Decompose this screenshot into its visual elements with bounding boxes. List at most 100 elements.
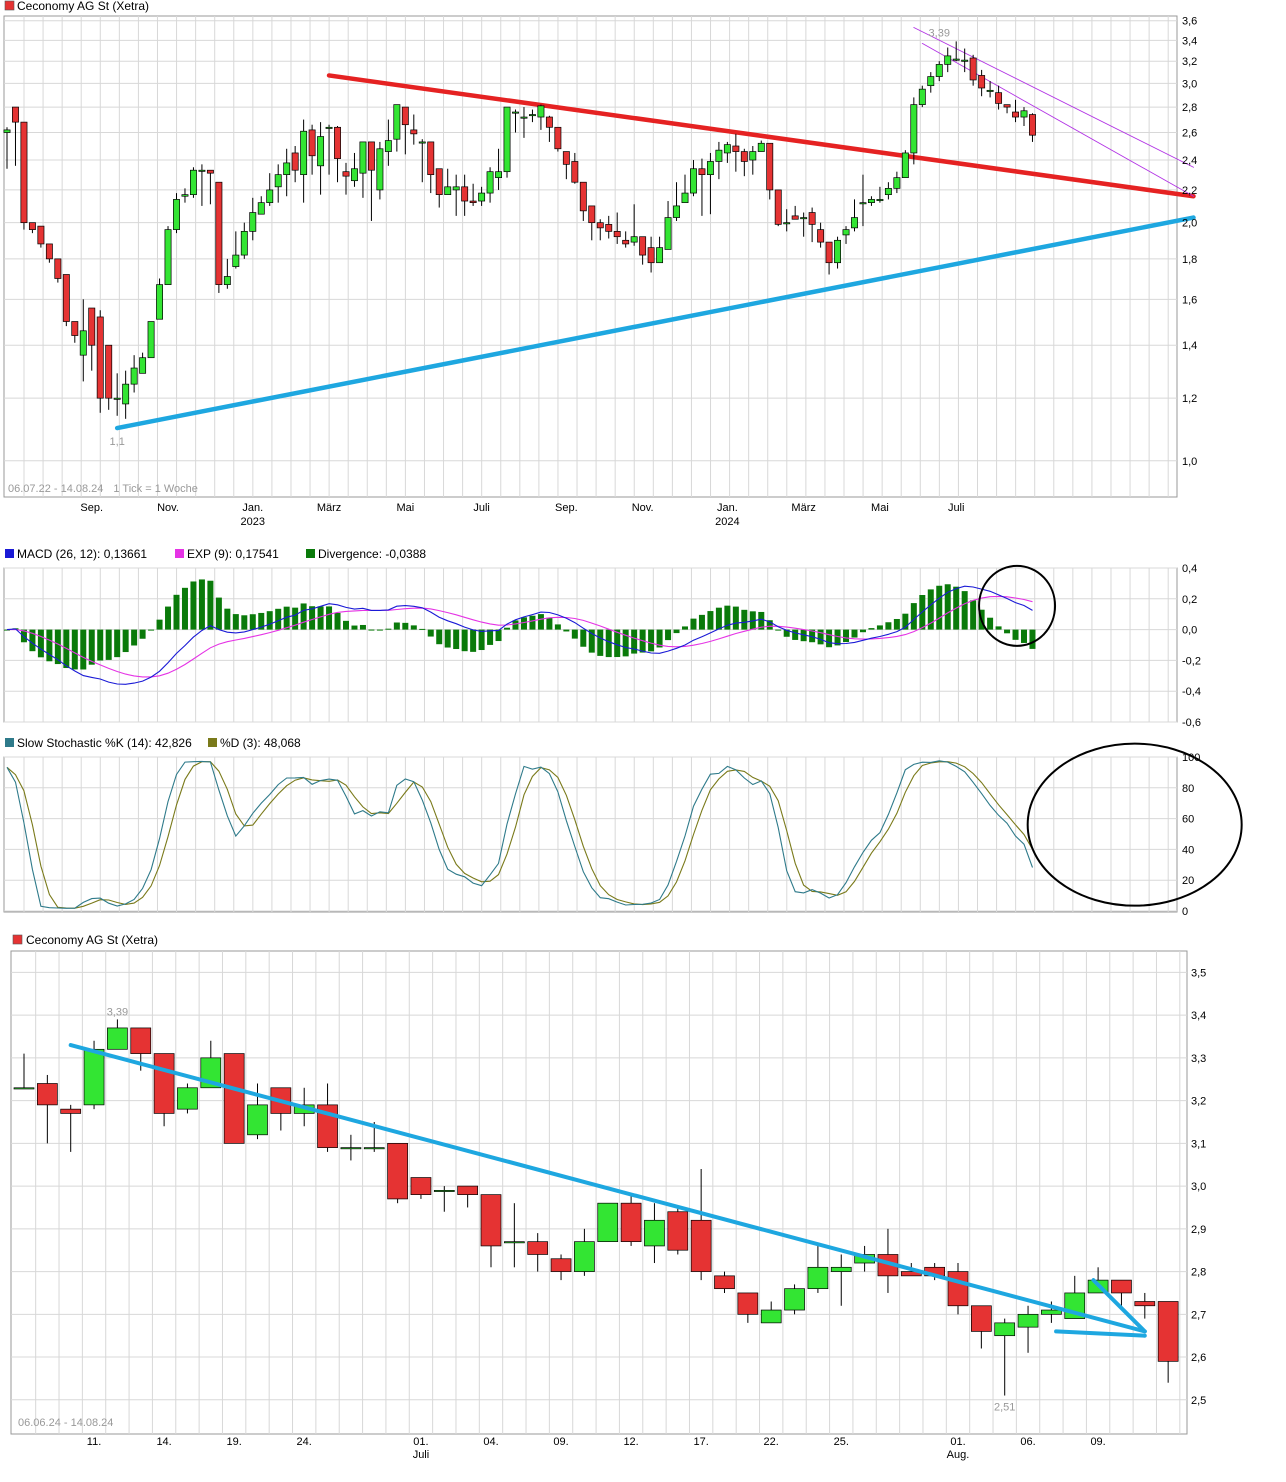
y-tick-label: 3,6 xyxy=(1182,16,1197,28)
daily-candle xyxy=(550,1254,572,1281)
detail-y-tick-label: 3,3 xyxy=(1191,1053,1206,1065)
stoch-plot-frame xyxy=(3,756,1178,913)
divergence-bar xyxy=(300,603,307,630)
x-tick-label: Mai xyxy=(871,502,889,514)
x-tick-label: Jan. xyxy=(717,502,738,514)
weekly-candle xyxy=(901,150,909,179)
weekly-candle xyxy=(206,169,214,205)
daily-candle xyxy=(60,1104,82,1152)
weekly-candle xyxy=(952,41,960,62)
trendline-channel-upper xyxy=(921,42,1194,197)
weekly-candle xyxy=(893,171,901,194)
weekly-candle xyxy=(783,209,791,232)
weekly-candle xyxy=(139,352,147,374)
divergence-bar xyxy=(453,629,460,650)
macd-chart: MACD (26, 12): 0,13661 EXP (9): 0,17541 … xyxy=(3,547,1201,729)
weekly-candle xyxy=(156,278,163,320)
weekly-candle xyxy=(927,72,935,93)
divergence-bar xyxy=(580,629,587,647)
detail-y-tick-label: 3,5 xyxy=(1191,967,1206,979)
divergence-bar xyxy=(868,628,875,630)
weekly-candle xyxy=(274,164,282,203)
detail-legend-swatch xyxy=(12,934,23,945)
weekly-candle xyxy=(512,109,519,133)
weekly-candle xyxy=(698,158,706,216)
divergence-bar xyxy=(4,629,10,631)
stoch-y-tick-label: 20 xyxy=(1182,875,1194,887)
detail-date-range: 06.06.24 - 14.08.24 xyxy=(18,1417,113,1429)
divergence-bar xyxy=(970,600,977,630)
x-tick-label: Juli xyxy=(473,502,490,514)
detail-y-tick-label: 3,0 xyxy=(1191,1181,1206,1193)
stoch-y-tick-label: 0 xyxy=(1182,906,1188,918)
macd-legend-label: MACD (26, 12): 0,13661 xyxy=(17,547,147,561)
daily-candle xyxy=(994,1318,1016,1396)
divergence-bar xyxy=(461,629,468,652)
weekly-candle xyxy=(435,168,443,208)
weekly-candle xyxy=(105,344,113,410)
weekly-candle xyxy=(300,119,308,203)
y-tick-label: 2,4 xyxy=(1182,155,1197,167)
stochastic-chart: Slow Stochastic %K (14): 42,826 %D (3): … xyxy=(3,736,1243,918)
weekly-candle xyxy=(969,54,977,86)
weekly-candle xyxy=(317,122,325,195)
y-tick-label: 3,2 xyxy=(1182,56,1197,68)
divergence-bar xyxy=(114,629,121,658)
daily-candle xyxy=(457,1185,478,1208)
divergence-bar xyxy=(283,606,290,630)
divergence-bar xyxy=(343,620,349,630)
stoch-y-tick-label: 100 xyxy=(1182,752,1200,764)
weekly-candle xyxy=(283,148,291,197)
weekly-candle xyxy=(986,81,994,98)
divergence-bar xyxy=(698,614,705,630)
weekly-candle xyxy=(452,174,460,216)
detail-x-tick-label: 01. xyxy=(950,1436,965,1448)
weekly-candle xyxy=(605,215,613,239)
daily-candle xyxy=(620,1194,642,1246)
divergence-bar xyxy=(656,629,663,648)
detail-chart-title: Ceconomy AG St (Xetra) xyxy=(26,933,158,947)
detail-y-tick-label: 2,6 xyxy=(1191,1352,1206,1364)
daily-candle xyxy=(714,1271,735,1293)
weekly-candle xyxy=(342,162,350,195)
weekly-candle xyxy=(461,174,469,216)
divergence-bar xyxy=(292,607,299,630)
divergence-legend-swatch xyxy=(306,549,315,558)
weekly-candle xyxy=(393,104,401,152)
macd-line xyxy=(6,585,1033,685)
divergence-bar xyxy=(843,629,850,643)
divergence-bar xyxy=(376,629,383,631)
weekly-candle xyxy=(495,148,503,190)
weekly-candle xyxy=(978,69,986,97)
weekly-candle xyxy=(740,148,748,177)
divergence-bar xyxy=(181,587,188,630)
stoch-y-tick-label: 60 xyxy=(1182,814,1194,826)
weekly-candle xyxy=(647,236,655,273)
chart-title: Ceconomy AG St (Xetra) xyxy=(17,0,149,13)
divergence-bar xyxy=(207,580,214,630)
weekly-candle xyxy=(308,124,316,175)
divergence-bar xyxy=(444,629,451,648)
weekly-candle xyxy=(79,299,87,382)
detail-y-tick-label: 2,5 xyxy=(1191,1395,1206,1407)
divergence-bar xyxy=(385,628,392,630)
weekly-candle xyxy=(918,85,926,108)
divergence-bar xyxy=(724,605,731,630)
weekly-candle xyxy=(706,152,714,215)
weekly-candle xyxy=(190,167,197,198)
trendline-resistance xyxy=(326,73,1196,199)
weekly-candle xyxy=(537,104,545,130)
divergence-bar xyxy=(648,629,655,652)
weekly-candle xyxy=(800,212,808,237)
weekly-candle xyxy=(147,321,155,359)
weekly-candle xyxy=(673,182,680,221)
weekly-candle xyxy=(503,106,511,178)
divergence-bar xyxy=(927,589,934,630)
weekly-candle xyxy=(545,115,553,142)
divergence-bar xyxy=(910,603,917,630)
divergence-bar xyxy=(139,629,146,639)
divergence-bar xyxy=(410,625,417,630)
divergence-bar xyxy=(741,609,748,630)
y-tick-label: 3,0 xyxy=(1182,78,1197,90)
annotation-circle xyxy=(978,564,1057,647)
